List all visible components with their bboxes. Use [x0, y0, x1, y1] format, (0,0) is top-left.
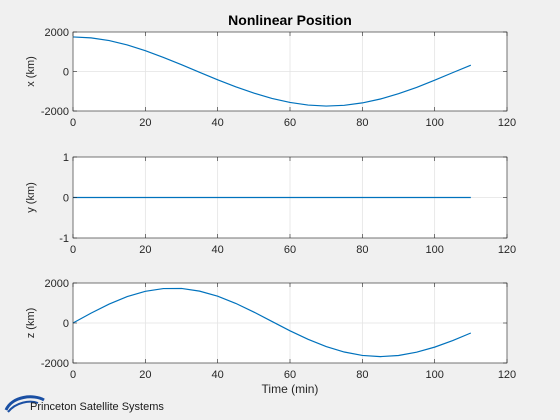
- x-tick-label: 0: [70, 369, 76, 381]
- y-tick-label: -2000: [41, 358, 69, 370]
- x-tick-label: 20: [139, 117, 151, 129]
- x-tick-label: 60: [284, 244, 296, 256]
- series-line-1-1: [72, 36, 472, 107]
- x-tick-label: 100: [425, 117, 443, 129]
- x-tick-label: 60: [284, 369, 296, 381]
- princeton-logo-icon: [4, 395, 45, 413]
- y-axis-label: y (km): [25, 182, 37, 213]
- x-axis-label: Time (min): [262, 382, 319, 396]
- x-tick-label: 40: [212, 117, 224, 129]
- x-tick-label: 40: [212, 369, 224, 381]
- y-tick-label: 2000: [45, 27, 69, 39]
- y-tick-label: 1: [63, 152, 69, 164]
- x-tick-label: 20: [139, 244, 151, 256]
- y-tick-label: -2000: [41, 106, 69, 118]
- y-axis-label: x (km): [25, 56, 37, 87]
- x-tick-label: 60: [284, 117, 296, 129]
- x-tick-label: 100: [425, 369, 443, 381]
- x-tick-label: 20: [139, 369, 151, 381]
- y-tick-label: -1: [59, 233, 69, 245]
- x-tick-label: 120: [498, 369, 516, 381]
- y-axis-label: z (km): [25, 308, 37, 339]
- x-tick-label: 0: [70, 117, 76, 129]
- y-tick-label: 2000: [45, 278, 69, 290]
- series-line-3-1: [72, 287, 472, 358]
- x-tick-label: 100: [425, 244, 443, 256]
- x-tick-label: 80: [356, 244, 368, 256]
- logo-text: Princeton Satellite Systems: [30, 401, 164, 413]
- chart-title: Nonlinear Position: [228, 12, 352, 28]
- x-tick-label: 80: [356, 117, 368, 129]
- x-tick-label: 120: [498, 117, 516, 129]
- y-tick-label: 0: [63, 67, 69, 79]
- x-tick-label: 80: [356, 369, 368, 381]
- x-tick-label: 120: [498, 244, 516, 256]
- y-tick-label: 0: [63, 193, 69, 205]
- x-tick-label: 0: [70, 244, 76, 256]
- y-tick-label: 0: [63, 318, 69, 330]
- x-tick-label: 40: [212, 244, 224, 256]
